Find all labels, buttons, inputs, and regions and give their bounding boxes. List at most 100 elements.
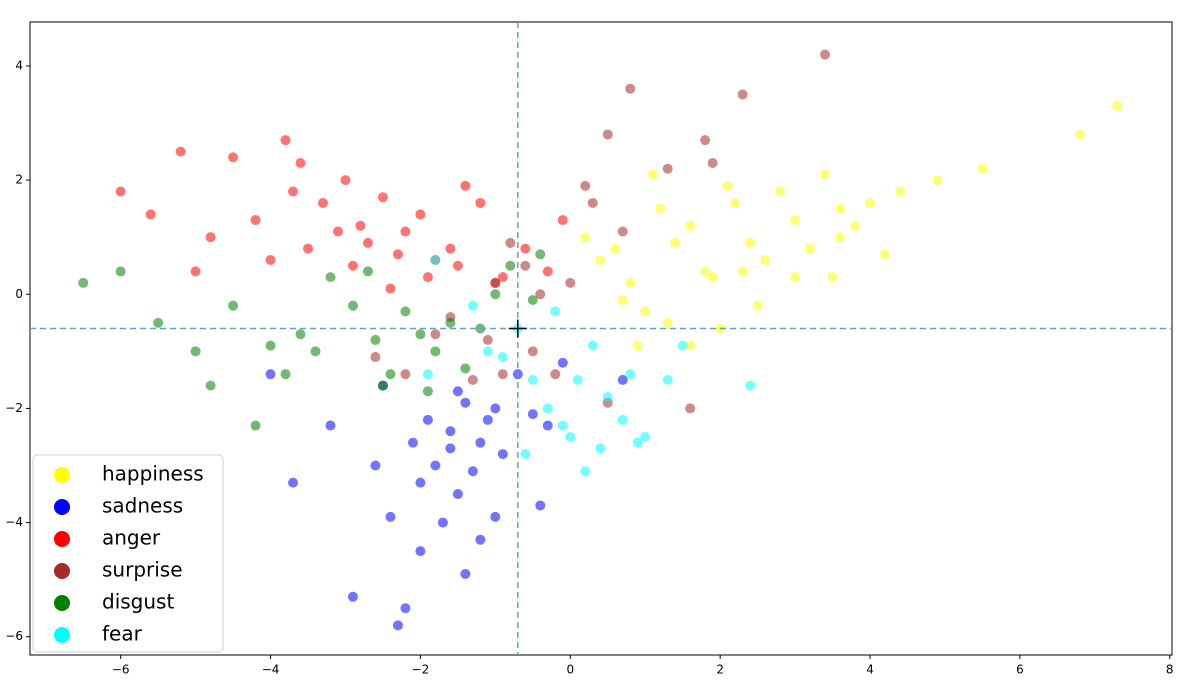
point — [295, 329, 306, 340]
point — [475, 197, 486, 208]
point — [490, 289, 501, 300]
point — [775, 186, 786, 197]
y-tick-label: −2 — [5, 401, 23, 415]
point — [377, 192, 388, 203]
legend-marker — [54, 531, 70, 547]
point — [535, 249, 546, 260]
point — [175, 146, 186, 157]
point — [407, 437, 418, 448]
point — [445, 317, 456, 328]
point — [617, 226, 628, 237]
point — [550, 369, 561, 380]
point — [542, 403, 553, 414]
point — [790, 272, 801, 283]
point — [415, 477, 426, 488]
point — [460, 397, 471, 408]
point — [332, 226, 343, 237]
point — [977, 163, 988, 174]
point — [505, 260, 516, 271]
point — [475, 437, 486, 448]
point — [880, 249, 891, 260]
point — [632, 340, 643, 351]
legend-marker — [54, 563, 70, 579]
point — [228, 300, 239, 311]
point — [362, 237, 373, 248]
point — [265, 340, 276, 351]
legend-marker — [54, 467, 70, 483]
point — [288, 186, 299, 197]
point — [535, 500, 546, 511]
point — [700, 135, 711, 146]
point — [625, 369, 636, 380]
point — [520, 260, 531, 271]
point — [310, 346, 321, 357]
point — [430, 346, 441, 357]
point — [347, 300, 358, 311]
point — [640, 306, 651, 317]
point — [497, 369, 508, 380]
point — [400, 306, 411, 317]
legend-label: happiness — [102, 462, 204, 486]
point — [490, 511, 501, 522]
point — [452, 260, 463, 271]
point — [557, 420, 568, 431]
point — [730, 197, 741, 208]
point — [685, 340, 696, 351]
point — [610, 243, 621, 254]
point — [535, 289, 546, 300]
y-tick-label: 4 — [15, 58, 23, 72]
point — [602, 129, 613, 140]
point — [685, 403, 696, 414]
point — [572, 374, 583, 385]
point — [790, 215, 801, 226]
point — [422, 272, 433, 283]
point — [752, 300, 763, 311]
point — [415, 329, 426, 340]
legend: happiness sadness anger surprise disgust fear — [32, 454, 224, 653]
point — [325, 272, 336, 283]
point — [565, 277, 576, 288]
point — [527, 409, 538, 420]
x-tick-label: −2 — [412, 663, 430, 677]
point — [445, 243, 456, 254]
legend-label: sadness — [102, 494, 183, 518]
point — [760, 255, 771, 266]
point — [617, 374, 628, 385]
legend-marker — [54, 499, 70, 515]
point — [632, 437, 643, 448]
point — [505, 237, 516, 248]
point — [205, 380, 216, 391]
point — [265, 255, 276, 266]
point — [527, 374, 538, 385]
point — [865, 197, 876, 208]
point — [520, 449, 531, 460]
point — [850, 220, 861, 231]
point — [640, 431, 651, 442]
point — [460, 568, 471, 579]
point — [115, 186, 126, 197]
point — [385, 511, 396, 522]
x-tick-label: −6 — [112, 663, 130, 677]
point — [303, 243, 314, 254]
y-tick-label: 2 — [15, 173, 23, 187]
point — [835, 232, 846, 243]
point — [490, 403, 501, 414]
point — [288, 477, 299, 488]
point — [250, 215, 261, 226]
point — [422, 386, 433, 397]
x-tick-label: 8 — [1166, 663, 1174, 677]
point — [662, 163, 673, 174]
point — [377, 380, 388, 391]
point — [430, 460, 441, 471]
point — [445, 426, 456, 437]
point — [482, 414, 493, 425]
point — [565, 431, 576, 442]
point — [145, 209, 156, 220]
point — [527, 346, 538, 357]
x-tick-label: 6 — [1016, 663, 1024, 677]
point — [190, 266, 201, 277]
point — [190, 346, 201, 357]
point — [737, 266, 748, 277]
point — [662, 374, 673, 385]
point — [745, 237, 756, 248]
